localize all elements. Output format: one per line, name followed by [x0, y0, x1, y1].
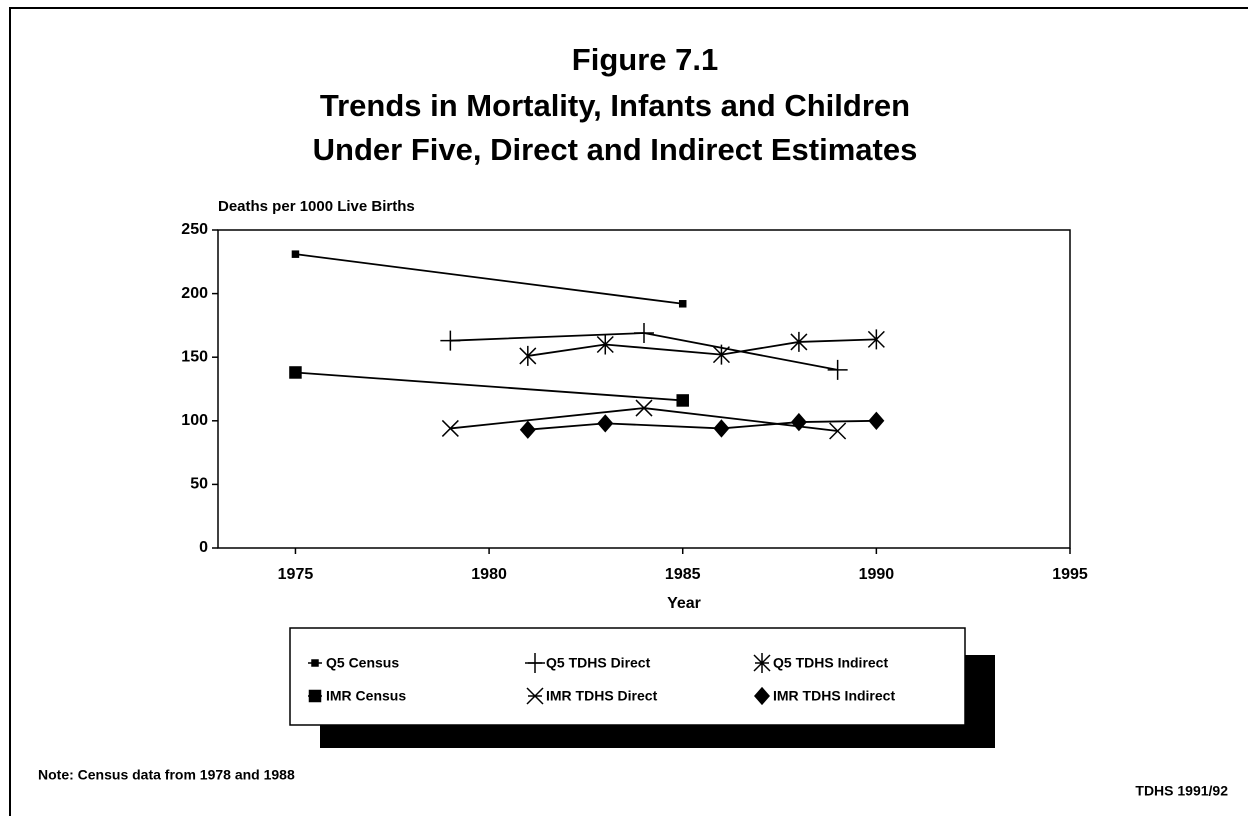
plot-frame — [217, 229, 1071, 549]
line — [527, 419, 877, 431]
marker — [790, 331, 808, 352]
line — [527, 338, 877, 357]
marker-part — [713, 419, 730, 438]
marker-part — [829, 422, 847, 440]
marker-part — [525, 653, 545, 673]
chart-title: Figure 7.1 — [572, 42, 718, 77]
marker — [713, 419, 730, 438]
marker-part — [635, 399, 653, 417]
marker — [440, 330, 461, 351]
chart-title: Under Five, Direct and Indirect Estimate… — [313, 132, 918, 167]
marker-part — [867, 329, 885, 350]
y-axis-label: Deaths per 1000 Live Births — [218, 198, 415, 215]
marker — [678, 300, 687, 308]
x-axis-label: Year — [667, 595, 701, 612]
source: TDHS 1991/92 — [1135, 783, 1228, 799]
marker — [753, 653, 771, 673]
note: Note: Census data from 1978 and 1988 — [38, 767, 295, 783]
marker — [441, 419, 459, 437]
legend-label: IMR TDHS Indirect — [773, 688, 895, 704]
x-tick-label: 1980 — [471, 566, 507, 583]
marker — [308, 689, 322, 703]
marker-part — [526, 687, 544, 705]
legend — [289, 627, 966, 726]
chart-title: Trends in Mortality, Infants and Childre… — [320, 88, 910, 123]
marker — [829, 422, 847, 440]
x-tick-label: 1990 — [859, 566, 895, 583]
marker — [867, 329, 885, 350]
marker-part — [712, 344, 730, 365]
marker — [790, 412, 807, 432]
marker-part — [311, 659, 319, 667]
page-frame — [9, 7, 1248, 816]
marker-part — [634, 323, 654, 344]
marker-part — [827, 359, 848, 380]
marker — [868, 411, 885, 430]
marker-part — [291, 250, 300, 258]
legend-label: IMR TDHS Direct — [546, 688, 658, 704]
line — [450, 407, 838, 432]
marker-part — [676, 394, 689, 407]
marker — [712, 344, 730, 365]
legend-label: Q5 TDHS Direct — [546, 655, 651, 671]
marker-part — [754, 686, 770, 706]
marker-part — [308, 689, 322, 703]
y-tick-label: 50 — [190, 476, 208, 493]
x-tick-label: 1995 — [1052, 566, 1088, 583]
x-tick-label: 1985 — [665, 566, 701, 583]
marker — [597, 414, 614, 433]
marker-part — [596, 334, 614, 355]
legend-label: Q5 TDHS Indirect — [773, 655, 888, 671]
marker — [291, 250, 300, 258]
line — [295, 253, 683, 305]
x-tick-label: 1975 — [278, 566, 314, 583]
y-tick-label: 150 — [181, 348, 208, 365]
y-tick-label: 200 — [181, 285, 208, 302]
y-tick-label: 100 — [181, 412, 208, 429]
marker — [525, 653, 545, 673]
marker — [676, 394, 689, 407]
marker — [526, 687, 544, 705]
marker — [519, 345, 537, 366]
marker — [634, 323, 654, 344]
marker-part — [441, 419, 459, 437]
marker-part — [678, 300, 687, 308]
marker-part — [753, 653, 771, 673]
line — [295, 371, 683, 402]
marker — [289, 366, 302, 379]
marker — [519, 420, 536, 439]
marker-part — [790, 331, 808, 352]
marker — [754, 686, 770, 706]
marker-part — [868, 411, 885, 430]
marker — [311, 659, 319, 667]
legend-label: IMR Census — [326, 688, 406, 704]
marker-part — [440, 330, 461, 351]
marker — [827, 359, 848, 380]
marker-part — [289, 366, 302, 379]
legend-label: Q5 Census — [326, 655, 399, 671]
marker-part — [519, 420, 536, 439]
marker — [596, 334, 614, 355]
marker-part — [519, 345, 537, 366]
y-tick-label: 250 — [181, 221, 208, 238]
y-tick-label: 0 — [199, 539, 208, 556]
marker-part — [597, 414, 614, 433]
marker-part — [790, 412, 807, 432]
marker — [635, 399, 653, 417]
